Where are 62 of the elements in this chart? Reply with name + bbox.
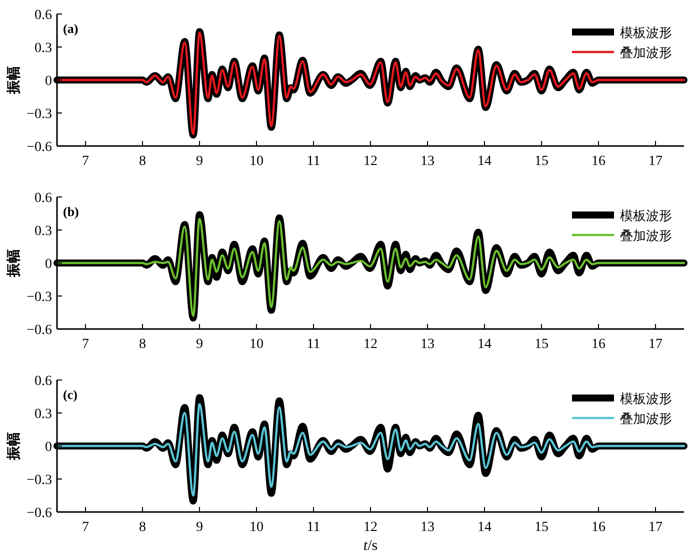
x-tick-label: 8 (139, 520, 146, 535)
x-tick-label: 14 (478, 154, 492, 169)
x-tick-label: 7 (82, 154, 89, 169)
x-tick-label: 16 (592, 520, 606, 535)
legend-label: 叠加波形 (620, 412, 672, 427)
y-tick-label: 0 (45, 74, 52, 89)
y-tick-label: −0.6 (26, 140, 52, 155)
legend-label: 模板波形 (620, 209, 672, 224)
x-tick-label: 11 (306, 154, 320, 169)
x-tick-label: 11 (306, 337, 320, 352)
x-tick-label: 13 (420, 154, 434, 169)
x-tick-label: 12 (364, 337, 378, 352)
legend-label: 叠加波形 (620, 229, 672, 244)
y-axis-title: 振幅 (6, 66, 22, 95)
x-axis-title: t/s (363, 538, 378, 554)
legend-label: 叠加波形 (620, 46, 672, 61)
y-tick-label: −0.6 (26, 506, 52, 521)
text: (b) (63, 204, 79, 219)
y-tick-label: 0.6 (34, 374, 52, 389)
y-tick-label: 0.6 (34, 8, 52, 23)
y-tick-label: 0.6 (34, 191, 52, 206)
y-tick-label: 0 (45, 440, 52, 455)
x-tick-label: 14 (478, 520, 492, 535)
x-tick-label: 17 (648, 520, 662, 535)
x-tick-label: 14 (478, 337, 492, 352)
y-tick-label: −0.3 (26, 107, 52, 122)
line-series (56, 403, 686, 497)
x-tick-label: 13 (420, 337, 434, 352)
x-tick-label: 12 (364, 520, 378, 535)
x-tick-label: 11 (306, 520, 320, 535)
x-tick-label: 12 (364, 154, 378, 169)
x-tick-label: 9 (196, 520, 203, 535)
y-tick-label: 0.3 (34, 407, 52, 422)
x-tick-label: 15 (534, 154, 548, 169)
legend-label: 模板波形 (620, 26, 672, 41)
x-tick-label: 16 (592, 337, 606, 352)
x-tick-label: 17 (648, 154, 662, 169)
y-axis-title: 振幅 (6, 432, 22, 461)
x-tick-label: 10 (250, 154, 264, 169)
y-tick-label: −0.3 (26, 290, 52, 305)
x-tick-label: 15 (534, 337, 548, 352)
y-tick-label: 0.3 (34, 224, 52, 239)
x-tick-label: 16 (592, 154, 606, 169)
text: (c) (63, 387, 78, 402)
x-tick-label: 15 (534, 520, 548, 535)
y-axis-title: 振幅 (6, 249, 22, 278)
x-tick-label: 9 (196, 337, 203, 352)
x-tick-label: 10 (250, 520, 264, 535)
x-tick-label: 10 (250, 337, 264, 352)
y-tick-label: 0.3 (34, 41, 52, 56)
x-tick-label: 7 (82, 520, 89, 535)
legend-label: 模板波形 (620, 392, 672, 407)
x-tick-label: 17 (648, 337, 662, 352)
x-tick-label: 8 (139, 337, 146, 352)
x-tick-label: 9 (196, 154, 203, 169)
text: (a) (63, 21, 78, 36)
x-tick-label: 8 (139, 154, 146, 169)
y-tick-label: 0 (45, 257, 52, 272)
y-tick-label: −0.6 (26, 323, 52, 338)
y-tick-label: −0.3 (26, 473, 52, 488)
x-tick-label: 13 (420, 520, 434, 535)
x-tick-label: 7 (82, 337, 89, 352)
